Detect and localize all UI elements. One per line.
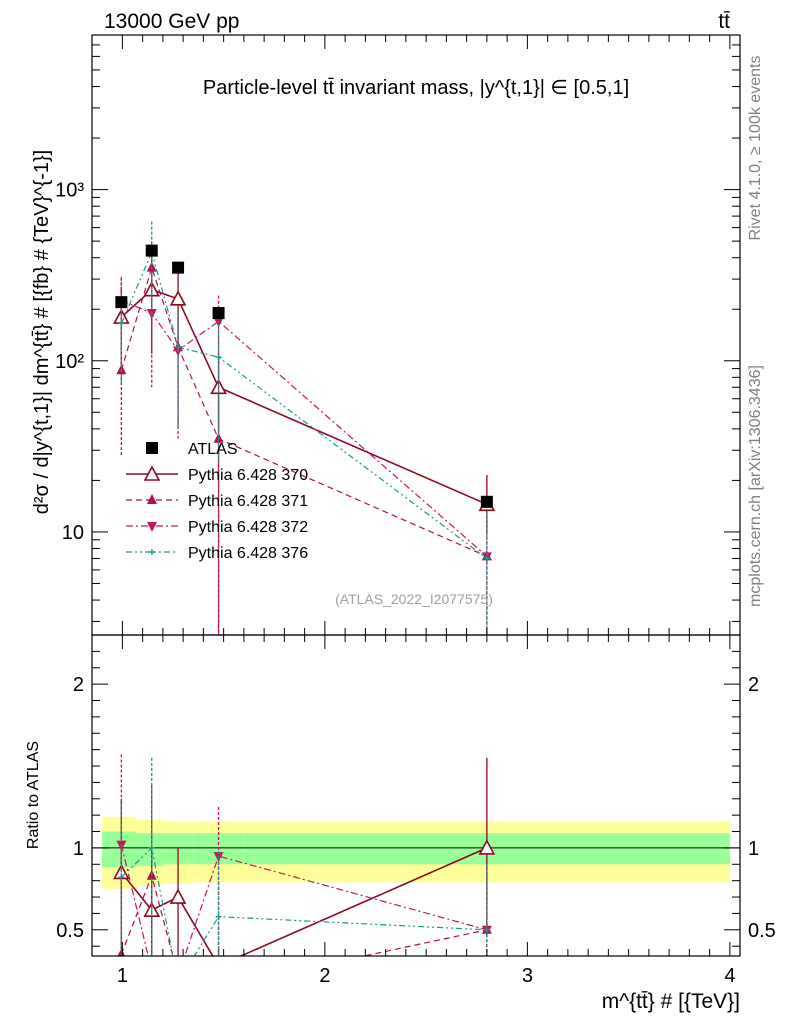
ratio-y-tick-label-right: 0.5 <box>748 920 776 942</box>
ratio-series-0-point <box>212 959 226 972</box>
main-plot-area <box>113 221 496 635</box>
ratio-series-3-point <box>148 844 155 851</box>
header-left: 13000 GeV pp <box>104 10 239 33</box>
ratio-series-1-point <box>173 970 183 980</box>
main-series-3-point <box>483 555 490 562</box>
ratio-series-0-point <box>478 839 496 855</box>
x-tick-label: 2 <box>319 965 330 987</box>
legend-marker-2 <box>147 494 157 504</box>
ratio-y-tick-label-left: 2 <box>73 674 84 696</box>
ratio-series-0-point <box>169 888 187 904</box>
main-series-1-line <box>120 265 488 557</box>
ratio-series-3-line <box>120 846 487 956</box>
legend-marker-4 <box>149 549 155 555</box>
header-right: tt̄ <box>718 10 730 33</box>
main-series-4-point <box>145 244 158 257</box>
main-series-3-point <box>215 354 222 361</box>
x-tick-label: 4 <box>724 965 735 987</box>
main-series-3-point <box>175 344 182 351</box>
green-band-segment <box>102 831 137 868</box>
legend-label-0: ATLAS <box>188 441 238 458</box>
legend-marker-1 <box>143 465 161 481</box>
x-axis-label: m^{tt̄} # [{TeV}] <box>602 990 740 1013</box>
x-tick-label: 1 <box>117 965 128 987</box>
main-series-0-point <box>169 290 187 306</box>
legend-label-4: Pythia 6.428 376 <box>188 545 308 562</box>
ratio-series-2-point <box>173 972 183 982</box>
ratio-y-tick-label-left: 1 <box>73 838 84 860</box>
main-y-tick-label: 10² <box>55 351 84 373</box>
mcplots-label: mcplots.cern.ch [arXiv:1306.3436] <box>747 365 764 607</box>
ratio-y-tick-label-right: 2 <box>748 674 759 696</box>
legend-marker-3 <box>147 522 157 532</box>
legend-label-2: Pythia 6.428 371 <box>188 493 308 510</box>
legend-label-3: Pythia 6.428 372 <box>188 519 308 536</box>
ratio-series-3-point <box>175 979 181 985</box>
main-series-4-point <box>115 296 128 309</box>
ratio-series-3-point <box>215 913 222 920</box>
main-plot-title: Particle-level tt̄ invariant mass, |y^{t… <box>203 77 629 99</box>
ratio-y-tick-label-left: 0.5 <box>56 920 84 942</box>
ratio-plot-area <box>113 754 496 991</box>
ratio-series-2-point <box>147 967 157 977</box>
ratio-uncertainty-bands <box>92 816 740 889</box>
legend: ATLAS Pythia 6.428 370 Pythia 6.428 371 Pyt… <box>126 441 308 562</box>
rivet-version-label: Rivet 4.1.0, ≥ 100k events <box>747 56 764 241</box>
ratio-y-tick-label-right: 1 <box>748 838 759 860</box>
ratio-series-3-point <box>483 926 490 933</box>
legend-marker-0 <box>146 442 158 454</box>
main-series-3-point <box>118 320 125 327</box>
ratio-plot-frame <box>91 634 741 957</box>
main-y-axis-label: d²σ / d|y^{t,1}| dm^{tt̄} # [{fb} # {TeV… <box>31 150 53 514</box>
main-series-4-point <box>480 495 493 508</box>
ratio-series-1-point <box>214 981 224 991</box>
main-series-2-point <box>213 317 224 328</box>
x-tick-label: 3 <box>522 965 533 987</box>
main-y-tick-label: 10 <box>62 522 84 544</box>
ratio-series-3-point <box>118 874 125 881</box>
legend-label-1: Pythia 6.428 370 <box>188 467 308 484</box>
main-series-4-point <box>172 261 185 274</box>
main-y-tick-label: 10³ <box>55 180 84 202</box>
main-series-4-point <box>212 307 225 320</box>
ratio-y-axis-label: Ratio to ATLAS <box>25 741 42 849</box>
analysis-watermark: (ATLAS_2022_I2077575) <box>335 591 493 607</box>
ratio-series-2-line <box>120 844 488 956</box>
